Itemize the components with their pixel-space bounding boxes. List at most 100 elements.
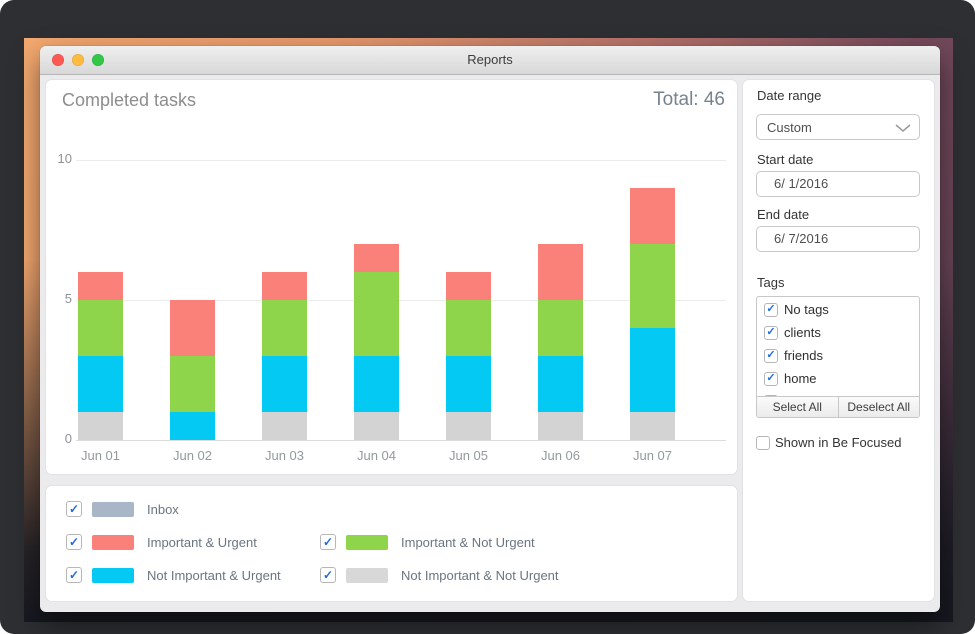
x-axis-label: Jun 05 (448, 448, 489, 463)
bar-segment (446, 300, 491, 356)
tag-checkbox[interactable]: ✓ (764, 325, 778, 340)
legend-item: ✓ Not Important & Urgent (66, 566, 281, 584)
end-date-label: End date (757, 207, 810, 222)
legend-item: ✓ Important & Urgent (66, 533, 257, 551)
gridline-y5 (76, 300, 726, 301)
traffic-lights (52, 54, 104, 66)
bar-segment (78, 300, 123, 356)
tags-listbox: ✓ No tags ✓ clients ✓ friends ✓ home Select All… (756, 296, 920, 418)
legend-item: ✓ Inbox (66, 500, 179, 518)
y-tick-label: 10 (57, 151, 72, 166)
legend-checkbox[interactable]: ✓ (320, 534, 336, 550)
sidebar-panel: Date range Custom Start date 6/ 1/2016 E… (743, 80, 934, 601)
tag-checkbox[interactable]: ✓ (764, 348, 778, 363)
start-date-label: Start date (757, 152, 814, 167)
legend-label: Not Important & Not Urgent (401, 567, 559, 583)
start-date-input[interactable]: 6/ 1/2016 (756, 171, 920, 197)
bar-segment (262, 412, 307, 440)
tag-item-no-tags: ✓ No tags (757, 298, 919, 321)
bar-jun-02 (170, 300, 215, 440)
bar-segment (354, 412, 399, 440)
bar-segment (262, 300, 307, 356)
legend-checkbox[interactable]: ✓ (66, 501, 82, 517)
tags-list: ✓ No tags ✓ clients ✓ friends ✓ home (757, 298, 919, 397)
legend-checkbox[interactable]: ✓ (66, 534, 82, 550)
tag-label: clients (784, 325, 821, 340)
bar-segment (262, 272, 307, 300)
tag-label: No tags (784, 302, 829, 317)
bar-jun-05 (446, 272, 491, 440)
tag-item-partial (757, 390, 919, 397)
x-axis-label: Jun 04 (356, 448, 397, 463)
end-date-input[interactable]: 6/ 7/2016 (756, 226, 920, 252)
chart-total: Total: 46 (653, 89, 725, 110)
tag-label: friends (784, 348, 824, 363)
bar-segment (630, 244, 675, 328)
shown-in-be-focused-checkbox[interactable] (756, 435, 770, 450)
tag-checkbox[interactable]: ✓ (764, 302, 778, 317)
bar-segment (538, 412, 583, 440)
bar-segment (78, 356, 123, 412)
gridline-y0 (76, 440, 726, 441)
bar-segment (630, 328, 675, 412)
tags-label: Tags (757, 275, 785, 290)
legend-checkbox[interactable]: ✓ (320, 567, 336, 583)
gridline-y10 (76, 160, 726, 161)
bar-segment (170, 300, 215, 356)
shown-in-be-focused-row: Shown in Be Focused (756, 435, 901, 450)
legend-panel: ✓ Inbox ✓ Important & Urgent ✓ Important & No… (46, 486, 737, 601)
bar-segment (630, 412, 675, 440)
legend-label: Important & Not Urgent (401, 534, 535, 550)
bar-segment (538, 356, 583, 412)
legend-swatch (92, 567, 134, 583)
tag-checkbox[interactable] (764, 394, 778, 397)
bar-segment (446, 412, 491, 440)
tags-buttons: Select All Deselect All (757, 396, 919, 417)
bar-segment (538, 300, 583, 356)
bar-jun-06 (538, 244, 583, 440)
bar-segment (446, 356, 491, 412)
legend-swatch (92, 501, 134, 517)
bar-segment (170, 412, 215, 440)
select-all-button[interactable]: Select All (757, 397, 839, 417)
date-range-select[interactable]: Custom (756, 114, 920, 140)
bar-segment (170, 356, 215, 412)
close-button[interactable] (52, 54, 64, 66)
bar-segment (78, 412, 123, 440)
bar-jun-04 (354, 244, 399, 440)
x-axis-label: Jun 06 (540, 448, 581, 463)
app-window: Reports Completed tasks Total: 46 0 5 10 Ju… (40, 46, 940, 612)
legend-swatch (346, 534, 388, 550)
chart-panel: Completed tasks Total: 46 0 5 10 Jun 01 Jun … (46, 80, 737, 474)
zoom-button[interactable] (92, 54, 104, 66)
legend-swatch (92, 534, 134, 550)
chevron-down-icon (895, 124, 911, 133)
tag-checkbox[interactable]: ✓ (764, 371, 778, 386)
y-tick-label: 0 (64, 431, 72, 446)
titlebar: Reports (40, 46, 940, 75)
bar-jun-03 (262, 272, 307, 440)
date-range-value: Custom (767, 119, 812, 135)
window-title: Reports (467, 52, 513, 67)
bar-segment (354, 272, 399, 356)
date-range-label: Date range (757, 88, 822, 103)
deselect-all-button[interactable]: Deselect All (847, 400, 911, 414)
tag-item-home: ✓ home (757, 367, 919, 390)
x-axis-label: Jun 02 (172, 448, 213, 463)
minimize-button[interactable] (72, 54, 84, 66)
bar-segment (446, 272, 491, 300)
tag-item-clients: ✓ clients (757, 321, 919, 344)
shown-in-be-focused-label: Shown in Be Focused (775, 435, 902, 450)
legend-checkbox[interactable]: ✓ (66, 567, 82, 583)
x-axis-label: Jun 07 (632, 448, 673, 463)
plot-area: 0 5 10 Jun 01 Jun 02 Jun 03 Jun 04 Jun 05 Jun 06… (46, 80, 737, 474)
tag-item-friends: ✓ friends (757, 344, 919, 367)
bar-jun-07 (630, 188, 675, 440)
bar-segment (354, 356, 399, 412)
legend-item: ✓ Not Important & Not Urgent (320, 566, 559, 584)
bar-segment (262, 356, 307, 412)
bar-segment (630, 188, 675, 244)
y-tick-label: 5 (64, 291, 72, 306)
bar-jun-01 (78, 272, 123, 440)
legend-item: ✓ Important & Not Urgent (320, 533, 535, 551)
